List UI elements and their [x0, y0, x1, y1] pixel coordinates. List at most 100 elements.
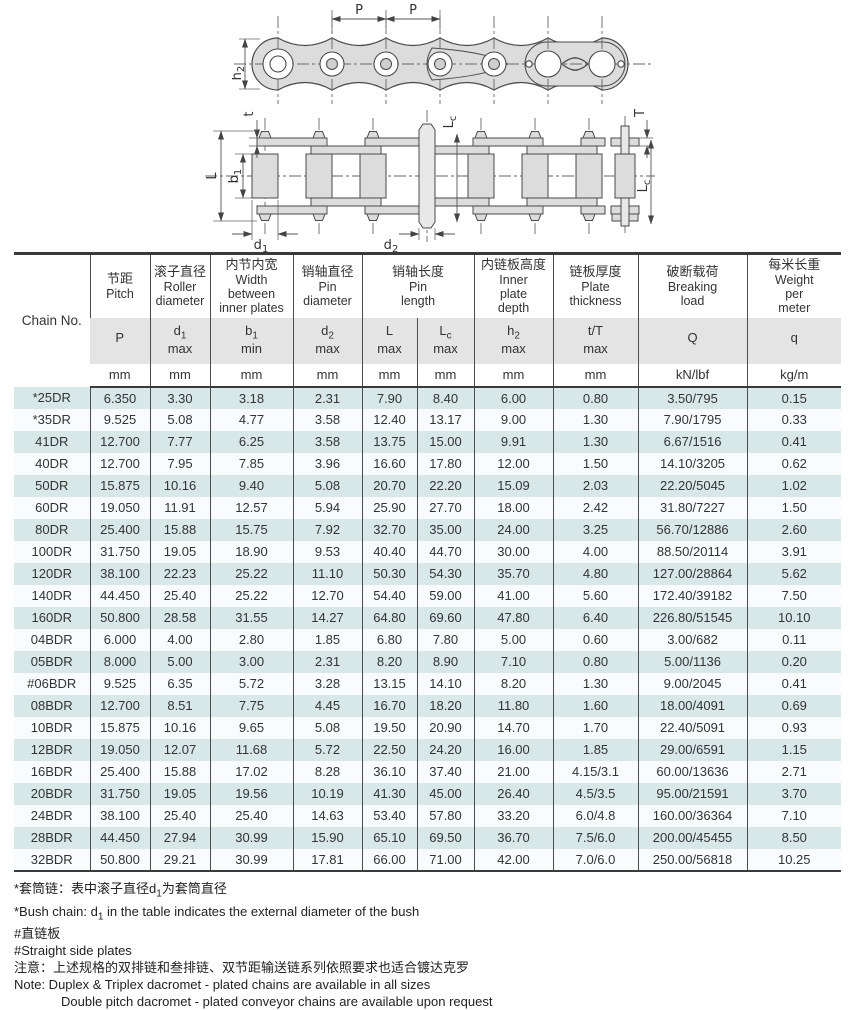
value-cell: 9.525 — [89, 672, 150, 695]
value-cell: 4.5/3.5 — [552, 782, 639, 805]
value-cell: 44.70 — [416, 540, 475, 563]
value-cell: 8.20 — [361, 650, 417, 673]
value-cell: 0.41 — [746, 430, 842, 453]
value-cell: 36.70 — [473, 826, 554, 849]
symbol-tT: t/T max — [552, 317, 639, 364]
dim-label-d1: d1 — [254, 238, 269, 252]
value-cell: 4.15/3.1 — [552, 760, 639, 783]
table-row: 41DR 12.700 7.77 6.25 3.58 13.75 15.00 9.91 1.30… — [14, 430, 842, 453]
symbol-b1: b1 min — [209, 317, 293, 364]
dim-label-L: L — [205, 172, 220, 180]
value-cell: 19.05 — [149, 540, 210, 563]
T-dimension: T — [633, 109, 653, 158]
symbol-P: P — [90, 317, 150, 364]
value-cell: 4.00 — [149, 628, 210, 651]
value-cell: 250.00/56818 — [637, 848, 748, 872]
chain-no-cell: 20BDR — [14, 782, 90, 805]
value-cell: 10.16 — [149, 474, 210, 497]
value-cell: 9.53 — [292, 540, 362, 563]
header-cn: 滚子直径 — [153, 264, 206, 280]
table-row: 16BDR 25.400 15.88 17.02 8.28 36.10 37.40 21.00… — [14, 760, 842, 783]
value-cell: 42.00 — [473, 848, 554, 872]
value-cell: 5.00/1136 — [637, 650, 748, 673]
header-cn: 每米长重 — [768, 257, 821, 273]
value-cell: 15.75 — [209, 518, 293, 541]
value-cell: 4.77 — [209, 408, 293, 431]
table-row: 32BDR 50.800 29.21 30.99 17.81 66.00 71.00 42.0… — [14, 848, 842, 872]
value-cell: 56.70/12886 — [637, 518, 748, 541]
unit-cell: mm — [90, 363, 150, 388]
value-cell: 1.15 — [746, 738, 842, 761]
value-cell: 19.05 — [149, 782, 210, 805]
dim-label-pitch-2: P — [409, 4, 417, 18]
chain-no-cell: 100DR — [14, 540, 90, 563]
value-cell: 25.90 — [361, 496, 417, 519]
value-cell: 1.30 — [552, 408, 639, 431]
value-cell: 7.10 — [473, 650, 554, 673]
value-cell: 5.00 — [149, 650, 210, 673]
chain-no-cell: 41DR — [14, 430, 90, 453]
table-row: 28BDR 44.450 27.94 30.99 15.90 65.10 69.50 36.7… — [14, 826, 842, 849]
unit-cell: mm — [416, 363, 475, 388]
value-cell: 5.72 — [292, 738, 362, 761]
value-cell: 2.31 — [292, 650, 362, 673]
value-cell: 3.96 — [292, 452, 362, 475]
value-cell: 21.00 — [473, 760, 554, 783]
value-cell: 16.60 — [361, 452, 417, 475]
value-cell: 0.11 — [746, 628, 842, 651]
value-cell: 69.50 — [416, 826, 475, 849]
value-cell: 19.050 — [89, 738, 150, 761]
unit-cell: mm — [552, 363, 639, 388]
footnote-line: Double pitch dacromet - plated conveyor … — [61, 994, 493, 1010]
value-cell: 12.07 — [149, 738, 210, 761]
value-cell: 19.50 — [361, 716, 417, 739]
value-cell: 15.09 — [473, 474, 554, 497]
value-cell: 0.15 — [746, 386, 842, 409]
value-cell: 7.50 — [746, 584, 842, 607]
value-cell: 172.40/39182 — [637, 584, 748, 607]
value-cell: 3.70 — [746, 782, 842, 805]
value-cell: 40.40 — [361, 540, 417, 563]
value-cell: 2.80 — [209, 628, 293, 651]
value-cell: 35.70 — [473, 562, 554, 585]
value-cell: 11.91 — [149, 496, 210, 519]
chain-no-cell: 05BDR — [14, 650, 90, 673]
value-cell: 0.60 — [552, 628, 639, 651]
value-cell: 12.700 — [89, 694, 150, 717]
value-cell: 127.00/28864 — [637, 562, 748, 585]
header-en: Pin diameter — [303, 280, 352, 309]
value-cell: 9.65 — [209, 716, 293, 739]
value-cell: 12.00 — [473, 452, 554, 475]
unit-cell: mm — [473, 363, 554, 388]
header-cn: 销轴长度 — [392, 264, 445, 280]
connecting-link-piece — [610, 125, 640, 227]
value-cell: 6.0/4.8 — [552, 804, 639, 827]
value-cell: 18.90 — [209, 540, 293, 563]
value-cell: 1.85 — [292, 628, 362, 651]
value-cell: 3.58 — [292, 430, 362, 453]
cotter-pins — [561, 57, 589, 71]
value-cell: 12.70 — [292, 584, 362, 607]
value-cell: 5.08 — [149, 408, 210, 431]
value-cell: 0.33 — [746, 408, 842, 431]
value-cell: 30.00 — [473, 540, 554, 563]
col-header-pitch: 节距 Pitch — [89, 253, 150, 318]
value-cell: 24.00 — [473, 518, 554, 541]
value-cell: 7.5/6.0 — [552, 826, 639, 849]
table-row: 40DR 12.700 7.95 7.85 3.96 16.60 17.80 12.00 1.5… — [14, 452, 842, 475]
value-cell: 33.20 — [473, 804, 554, 827]
dim-label-d2: d2 — [384, 238, 399, 252]
value-cell: 59.00 — [416, 584, 475, 607]
symbol-d1: d1 max — [149, 317, 210, 364]
value-cell: 50.30 — [361, 562, 417, 585]
value-cell: 6.80 — [361, 628, 417, 651]
footnote-line: *Bush chain: d1 in the table indicates t… — [14, 903, 420, 923]
chain-no-cell: 08BDR — [14, 694, 90, 717]
value-cell: 95.00/21591 — [637, 782, 748, 805]
value-cell: 0.93 — [746, 716, 842, 739]
value-cell: 25.40 — [149, 584, 210, 607]
value-cell: 200.00/45455 — [637, 826, 748, 849]
header-en: Breaking load — [667, 280, 718, 309]
value-cell: 11.80 — [473, 694, 554, 717]
